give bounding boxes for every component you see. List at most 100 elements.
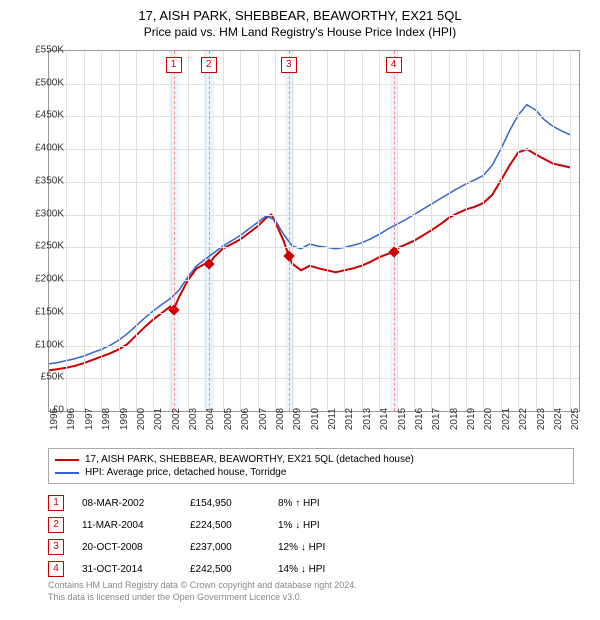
y-axis-label: £100K — [35, 339, 64, 350]
gridline-h — [49, 378, 579, 379]
event-num-box: 1 — [48, 495, 64, 511]
x-axis-label: 2016 — [414, 408, 425, 430]
event-price: £242,500 — [190, 564, 260, 575]
x-axis-label: 1997 — [84, 408, 95, 430]
x-axis-label: 2013 — [362, 408, 373, 430]
legend: 17, AISH PARK, SHEBBEAR, BEAWORTHY, EX21… — [48, 448, 574, 484]
gridline-h — [49, 84, 579, 85]
x-axis-label: 2000 — [136, 408, 147, 430]
y-axis-label: £150K — [35, 306, 64, 317]
x-axis-label: 2025 — [570, 408, 581, 430]
event-price: £224,500 — [190, 520, 260, 531]
y-axis-label: £50K — [41, 372, 64, 383]
event-diff: 12% ↓ HPI — [278, 542, 368, 553]
gridline-v — [84, 51, 85, 411]
legend-label-property: 17, AISH PARK, SHEBBEAR, BEAWORTHY, EX21… — [85, 454, 414, 465]
gridline-v — [431, 51, 432, 411]
x-axis-label: 2015 — [397, 408, 408, 430]
gridline-v — [570, 51, 571, 411]
gridline-v — [205, 51, 206, 411]
gridline-v — [240, 51, 241, 411]
gridline-v — [553, 51, 554, 411]
x-axis-label: 2010 — [310, 408, 321, 430]
y-axis-label: £0 — [53, 405, 64, 416]
x-axis-label: 1998 — [101, 408, 112, 430]
gridline-v — [275, 51, 276, 411]
legend-row-property: 17, AISH PARK, SHEBBEAR, BEAWORTHY, EX21… — [55, 453, 567, 466]
plot-area: 1995199619971998199920002001200220032004… — [48, 50, 580, 412]
gridline-v — [449, 51, 450, 411]
x-axis-label: 2019 — [466, 408, 477, 430]
gridline-v — [501, 51, 502, 411]
y-axis-label: £550K — [35, 45, 64, 56]
y-axis-label: £450K — [35, 110, 64, 121]
event-marker: 1 — [166, 57, 182, 73]
gridline-v — [310, 51, 311, 411]
gridline-v — [466, 51, 467, 411]
event-line — [209, 51, 210, 411]
event-date: 08-MAR-2002 — [82, 498, 172, 509]
x-axis-label: 2020 — [483, 408, 494, 430]
event-num-box: 2 — [48, 517, 64, 533]
chart-title: 17, AISH PARK, SHEBBEAR, BEAWORTHY, EX21… — [0, 0, 600, 23]
gridline-h — [49, 346, 579, 347]
event-marker: 4 — [386, 57, 402, 73]
gridline-v — [327, 51, 328, 411]
y-axis-label: £350K — [35, 175, 64, 186]
event-num-box: 3 — [48, 539, 64, 555]
events-table: 1 08-MAR-2002 £154,950 8% ↑ HPI 2 11-MAR-2004… — [48, 492, 368, 580]
gridline-v — [66, 51, 67, 411]
gridline-v — [136, 51, 137, 411]
x-axis-label: 2003 — [188, 408, 199, 430]
gridline-h — [49, 280, 579, 281]
x-axis-label: 2014 — [379, 408, 390, 430]
chart-subtitle: Price paid vs. HM Land Registry's House … — [0, 23, 600, 43]
event-diff: 8% ↑ HPI — [278, 498, 368, 509]
event-date: 31-OCT-2014 — [82, 564, 172, 575]
footer-line-2: This data is licensed under the Open Gov… — [48, 592, 357, 604]
gridline-v — [119, 51, 120, 411]
x-axis-label: 2012 — [344, 408, 355, 430]
x-axis-label: 2001 — [153, 408, 164, 430]
gridline-h — [49, 215, 579, 216]
legend-label-hpi: HPI: Average price, detached house, Torr… — [85, 467, 286, 478]
gridline-h — [49, 313, 579, 314]
y-axis-label: £400K — [35, 143, 64, 154]
x-axis-label: 1999 — [119, 408, 130, 430]
event-table-row: 320-OCT-2008£237,00012% ↓ HPI — [48, 536, 368, 558]
event-table-row: 1 08-MAR-2002 £154,950 8% ↑ HPI — [48, 492, 368, 514]
x-axis-label: 2021 — [501, 408, 512, 430]
event-line — [394, 51, 395, 411]
gridline-v — [483, 51, 484, 411]
event-price: £237,000 — [190, 542, 260, 553]
event-marker: 2 — [201, 57, 217, 73]
gridline-v — [344, 51, 345, 411]
event-marker: 3 — [281, 57, 297, 73]
gridline-v — [101, 51, 102, 411]
legend-swatch-hpi — [55, 472, 79, 474]
event-diff: 14% ↓ HPI — [278, 564, 368, 575]
gridline-v — [223, 51, 224, 411]
event-line — [174, 51, 175, 411]
x-axis-label: 2006 — [240, 408, 251, 430]
legend-row-hpi: HPI: Average price, detached house, Torr… — [55, 466, 567, 479]
gridline-v — [536, 51, 537, 411]
footer-attribution: Contains HM Land Registry data © Crown c… — [48, 580, 357, 603]
x-axis-label: 2024 — [553, 408, 564, 430]
x-axis-label: 2018 — [449, 408, 460, 430]
gridline-v — [397, 51, 398, 411]
x-axis-label: 2005 — [223, 408, 234, 430]
footer-line-1: Contains HM Land Registry data © Crown c… — [48, 580, 357, 592]
y-axis-label: £300K — [35, 208, 64, 219]
event-table-row: 431-OCT-2014£242,50014% ↓ HPI — [48, 558, 368, 580]
gridline-h — [49, 247, 579, 248]
event-price: £154,950 — [190, 498, 260, 509]
x-axis-label: 2022 — [518, 408, 529, 430]
y-axis-label: £500K — [35, 77, 64, 88]
gridline-v — [292, 51, 293, 411]
x-axis-label: 2004 — [205, 408, 216, 430]
x-axis-label: 2017 — [431, 408, 442, 430]
gridline-v — [171, 51, 172, 411]
event-line — [289, 51, 290, 411]
event-date: 11-MAR-2004 — [82, 520, 172, 531]
